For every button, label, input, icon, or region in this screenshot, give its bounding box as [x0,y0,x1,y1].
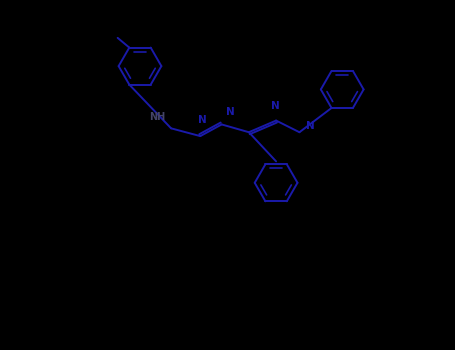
Text: N: N [198,115,207,125]
Text: N: N [226,107,235,118]
Text: N: N [307,121,315,131]
Text: NH: NH [149,112,166,122]
Text: N: N [271,101,280,111]
